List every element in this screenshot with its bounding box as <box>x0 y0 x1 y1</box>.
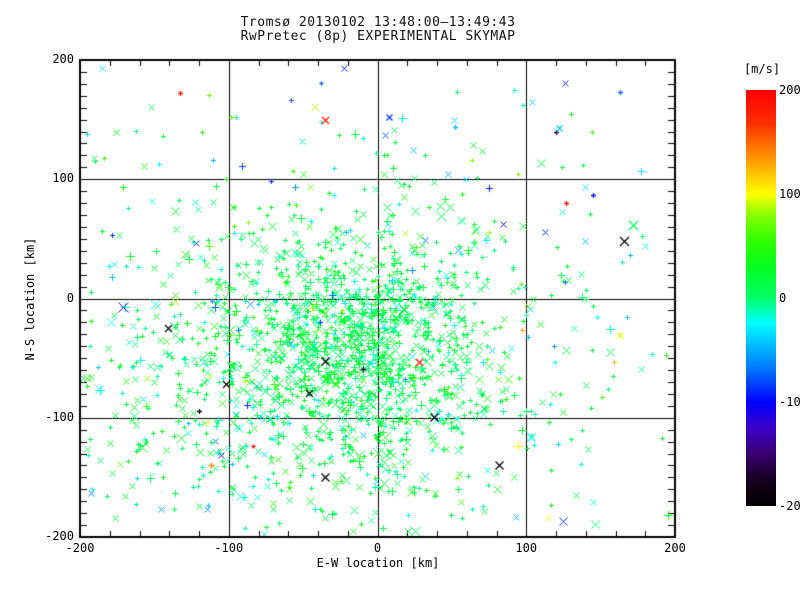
y-tick-label: -100 <box>45 409 74 424</box>
x-tick-label: -100 <box>214 541 244 555</box>
y-tick-label: -200 <box>45 529 74 543</box>
y-tick-label: 200 <box>52 52 74 66</box>
x-tick-label: 200 <box>664 541 686 555</box>
colorbar-tick-label: -200 <box>779 499 800 513</box>
colorbar-tick-label: 0 <box>779 291 787 305</box>
x-tick-label: -200 <box>65 541 95 555</box>
y-tick-label: 0 <box>66 290 74 305</box>
x-tick-label: 0 <box>373 541 382 555</box>
colorbar-unit-label: [m/s] <box>743 62 781 76</box>
x-axis-label: E-W location [km] <box>316 556 440 570</box>
y-tick-label: 100 <box>52 171 74 186</box>
x-tick-label: 100 <box>515 541 538 555</box>
colorbar-tick-label: 200 <box>779 83 800 97</box>
colorbar-tick-label: -100 <box>779 395 800 409</box>
velocity-colorbar <box>746 90 776 506</box>
colorbar-tick-label: 100 <box>779 187 800 201</box>
y-axis-label: N-S location [km] <box>23 237 37 361</box>
